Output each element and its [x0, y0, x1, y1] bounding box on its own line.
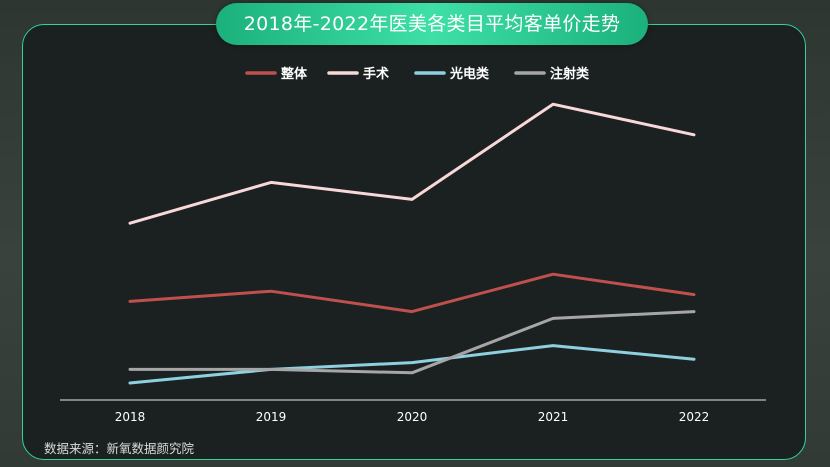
legend-label-2: 光电类 [449, 66, 490, 82]
series-line-0 [128, 272, 696, 314]
x-axis-ticks: 2018 2019 2020 2021 2022 [115, 410, 710, 424]
x-tick-label-2018: 2018 [115, 410, 146, 424]
series-line-3 [128, 310, 696, 375]
x-tick-label-2019: 2019 [256, 410, 287, 424]
legend: 整体 手术 光电类 注射类 [245, 66, 590, 82]
series-line-2 [128, 344, 696, 385]
legend-label-0: 整体 [280, 66, 308, 82]
x-tick-label-2022: 2022 [679, 410, 710, 424]
chart-title: 2018年-2022年医美各类目平均客单价走势 [216, 3, 648, 45]
chart-panel [22, 24, 806, 460]
legend-label-3: 注射类 [550, 66, 590, 82]
x-tick-label-2021: 2021 [538, 410, 569, 424]
series-layer [128, 102, 696, 385]
x-tick-label-2020: 2020 [397, 410, 428, 424]
legend-label-1: 手术 [363, 66, 389, 82]
data-source: 数据来源：新氧数据颜究院 [44, 441, 195, 456]
series-line-1 [128, 102, 696, 225]
